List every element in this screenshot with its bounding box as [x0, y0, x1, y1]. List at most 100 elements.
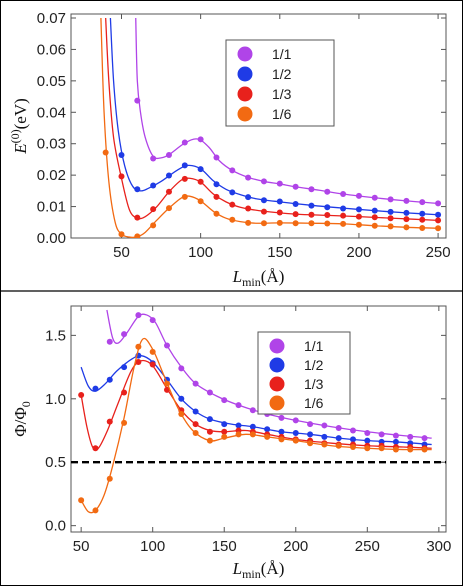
- data-point: [165, 188, 172, 195]
- data-point: [340, 191, 347, 197]
- legend-marker: [237, 66, 253, 82]
- data-point: [324, 212, 331, 219]
- data-point: [403, 197, 410, 204]
- y-tick-label: 0.02: [37, 167, 66, 184]
- y-tick-label: 0.01: [37, 199, 66, 216]
- data-point: [419, 210, 426, 217]
- data-point: [178, 395, 185, 402]
- data-point: [260, 178, 267, 185]
- data-point: [278, 414, 285, 421]
- data-point: [206, 416, 213, 423]
- data-point: [229, 167, 236, 174]
- data-point: [321, 441, 328, 448]
- data-point: [307, 421, 314, 428]
- data-point: [324, 220, 331, 227]
- data-point: [340, 220, 347, 227]
- data-point: [276, 219, 283, 226]
- legend-marker: [237, 86, 253, 102]
- series-line-1-6: [100, 17, 439, 238]
- data-point: [249, 407, 256, 414]
- data-point: [164, 342, 170, 349]
- data-point: [197, 166, 204, 173]
- chart-panel-1: 50 100 150 200 250 0.00 0.01 0.02 0.03 0.04 0.05 0.…: [8, 10, 451, 289]
- data-point: [419, 216, 426, 223]
- data-point: [121, 419, 128, 426]
- data-point: [229, 216, 236, 223]
- data-point: [181, 139, 188, 146]
- data-point: [106, 338, 113, 345]
- x-axis-label-main: L: [232, 559, 242, 578]
- data-point: [355, 221, 362, 228]
- legend-label: 1/6: [304, 395, 324, 411]
- data-point: [102, 149, 109, 156]
- data-point: [181, 162, 188, 169]
- data-point: [150, 182, 157, 189]
- legend-marker: [237, 46, 253, 62]
- data-point: [213, 193, 220, 200]
- data-point: [235, 402, 242, 409]
- data-point: [292, 220, 299, 227]
- data-point: [276, 209, 283, 216]
- data-point: [276, 180, 283, 187]
- data-point: [419, 224, 426, 231]
- data-point: [229, 201, 236, 208]
- data-point: [134, 233, 141, 238]
- data-point: [245, 194, 252, 201]
- x-axis-label-unit: (Å): [261, 559, 285, 578]
- y-axis-label-main: E: [11, 143, 30, 155]
- x-tick-label: 250: [426, 244, 451, 261]
- data-point: [245, 174, 252, 181]
- legend-marker: [269, 338, 285, 354]
- y-tick-label: 0.00: [37, 230, 66, 247]
- data-point: [178, 411, 185, 418]
- data-point: [403, 216, 410, 223]
- data-point: [392, 446, 399, 453]
- data-point: [206, 428, 213, 435]
- data-point: [134, 186, 141, 193]
- data-point: [264, 433, 271, 440]
- data-point: [371, 207, 378, 214]
- data-point: [364, 437, 371, 444]
- data-point: [164, 386, 170, 393]
- data-point: [292, 201, 299, 208]
- data-point: [419, 199, 426, 206]
- data-point: [308, 220, 315, 227]
- series-line-1-3: [80, 359, 432, 451]
- data-point: [321, 422, 328, 429]
- data-point: [421, 435, 428, 442]
- data-point: [213, 210, 220, 217]
- data-point: [321, 433, 328, 440]
- legend: 1/1 1/2 1/3 1/6: [225, 39, 335, 127]
- y-tick-label: 1.5: [45, 327, 66, 344]
- data-point: [118, 152, 125, 159]
- y-tick-label: 0.5: [45, 454, 66, 471]
- data-point: [407, 446, 414, 453]
- y-axis-label-unit: (eV): [11, 98, 30, 129]
- y-axis-label-sub: 0: [19, 401, 33, 407]
- data-point: [403, 224, 410, 231]
- data-point: [197, 178, 204, 185]
- data-point: [181, 175, 188, 182]
- data-point: [213, 181, 220, 188]
- legend-marker: [269, 376, 285, 392]
- data-point: [221, 428, 228, 435]
- data-point: [118, 173, 125, 180]
- x-axis-label-sub: min: [242, 567, 261, 581]
- x-axis-label-sub: min: [242, 275, 261, 289]
- data-point: [165, 152, 172, 159]
- data-point: [221, 421, 228, 428]
- x-tick-label: 50: [113, 244, 130, 261]
- data-point: [229, 189, 236, 196]
- legend-label: 1/6: [272, 106, 292, 122]
- data-point: [181, 193, 188, 200]
- data-point: [292, 183, 299, 190]
- data-point: [387, 223, 394, 230]
- y-tick-label: 1.0: [45, 391, 66, 408]
- data-point: [192, 421, 199, 428]
- x-tick-label: 200: [346, 244, 371, 261]
- data-point: [221, 433, 228, 440]
- x-tick-label: 250: [355, 538, 380, 555]
- data-point: [324, 204, 331, 211]
- data-point: [149, 348, 156, 355]
- y-tick-label: 0.05: [37, 73, 66, 90]
